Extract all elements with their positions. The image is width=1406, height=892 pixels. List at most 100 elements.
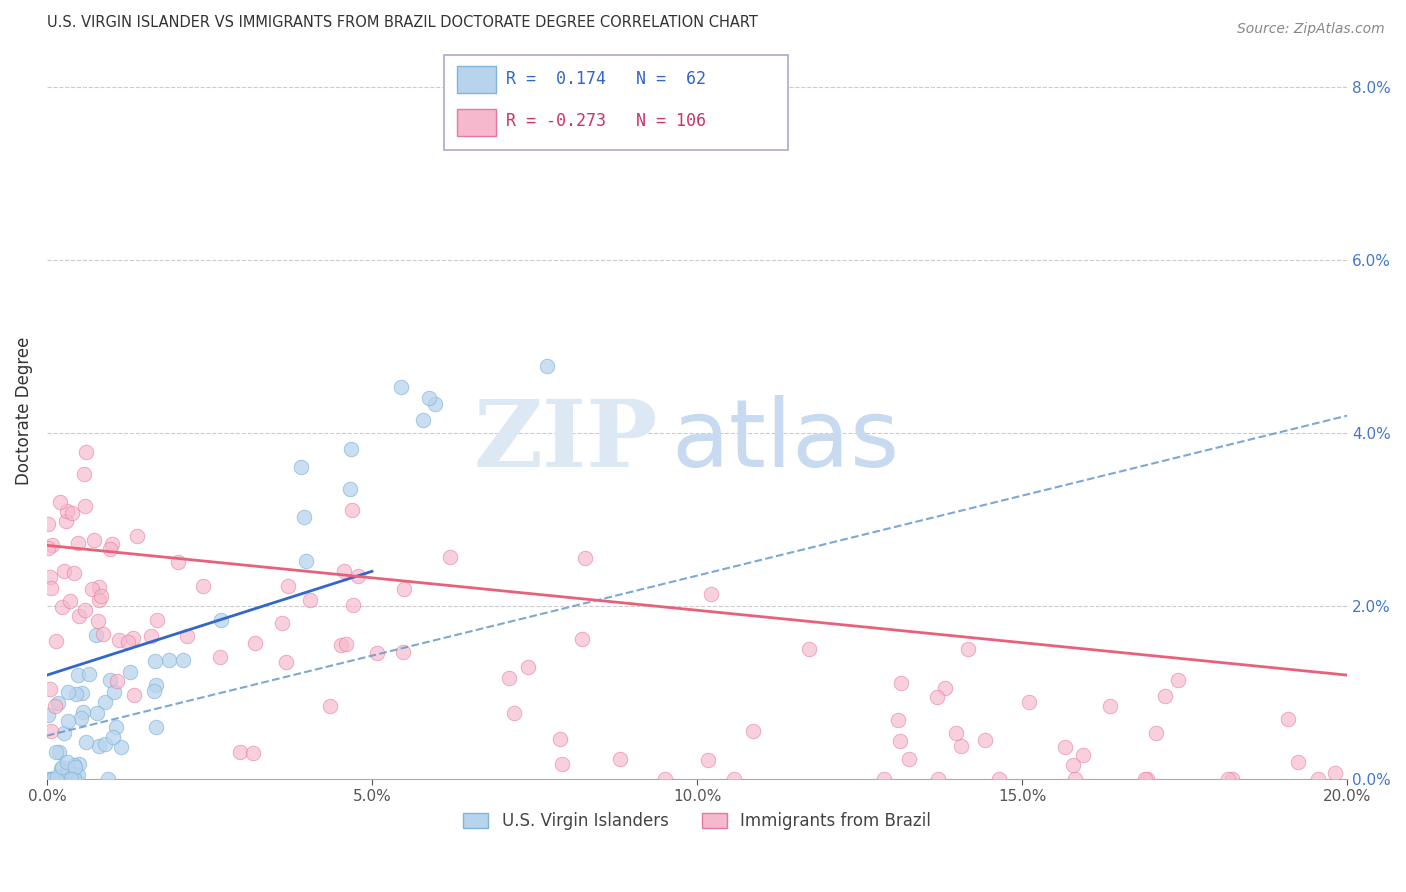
- Point: [39, 581, 62, 595]
- Point: [927, 772, 949, 786]
- Point: [67, 757, 90, 772]
- Point: [1018, 695, 1040, 709]
- Point: [145, 677, 167, 691]
- Point: [65, 687, 87, 701]
- Point: [39, 724, 62, 739]
- Point: [157, 653, 180, 667]
- Point: [62, 772, 84, 786]
- Point: [193, 579, 215, 593]
- Point: [58, 772, 80, 786]
- Text: R = -0.273   N = 106: R = -0.273 N = 106: [506, 112, 706, 130]
- Point: [39, 772, 62, 786]
- Point: [335, 637, 357, 651]
- Point: [67, 668, 90, 682]
- Point: [46, 696, 69, 710]
- Point: [56, 764, 79, 778]
- Point: [700, 587, 723, 601]
- Point: [91, 627, 114, 641]
- Point: [1071, 747, 1094, 762]
- Point: [55, 755, 77, 769]
- Point: [45, 634, 67, 648]
- Point: [292, 510, 315, 524]
- Point: [945, 726, 967, 740]
- Point: [392, 645, 415, 659]
- Point: [117, 635, 139, 649]
- Point: [172, 653, 194, 667]
- Point: [166, 555, 188, 569]
- Point: [63, 759, 86, 773]
- Text: ZIP: ZIP: [474, 396, 658, 486]
- Point: [1064, 772, 1087, 786]
- Point: [86, 706, 108, 720]
- Point: [242, 746, 264, 760]
- Point: [122, 632, 145, 646]
- Point: [143, 654, 166, 668]
- Point: [949, 739, 972, 753]
- Text: atlas: atlas: [671, 394, 900, 487]
- Point: [45, 746, 67, 760]
- Point: [799, 642, 821, 657]
- Point: [73, 467, 96, 482]
- Point: [1099, 698, 1122, 713]
- Point: [60, 507, 83, 521]
- Point: [890, 676, 912, 690]
- Point: [84, 628, 107, 642]
- Point: [142, 683, 165, 698]
- Point: [176, 629, 198, 643]
- Point: [974, 732, 997, 747]
- Point: [1220, 772, 1243, 786]
- Point: [503, 706, 526, 721]
- Point: [988, 772, 1011, 786]
- Point: [339, 442, 361, 457]
- Point: [89, 580, 111, 594]
- Point: [145, 720, 167, 734]
- Point: [56, 685, 79, 699]
- Point: [46, 770, 69, 784]
- FancyBboxPatch shape: [457, 67, 495, 93]
- Point: [41, 538, 63, 552]
- Point: [60, 772, 83, 786]
- Point: [51, 769, 73, 783]
- Point: [209, 613, 232, 627]
- Point: [1323, 765, 1346, 780]
- Point: [1286, 756, 1309, 770]
- Point: [389, 380, 412, 394]
- Point: [97, 772, 120, 786]
- Point: [332, 564, 354, 578]
- Point: [122, 689, 145, 703]
- Point: [536, 359, 558, 373]
- Point: [342, 598, 364, 612]
- Point: [103, 685, 125, 699]
- Point: [439, 549, 461, 564]
- Point: [48, 746, 70, 760]
- Point: [1062, 758, 1084, 772]
- Point: [69, 711, 91, 725]
- Point: [1167, 673, 1189, 688]
- Point: [1218, 772, 1240, 786]
- Point: [243, 635, 266, 649]
- Point: [295, 554, 318, 568]
- Point: [1136, 772, 1159, 786]
- Point: [574, 551, 596, 566]
- Point: [42, 772, 65, 786]
- Point: [1306, 772, 1329, 786]
- Point: [723, 772, 745, 786]
- Point: [39, 772, 62, 786]
- Point: [67, 608, 90, 623]
- Point: [55, 515, 77, 529]
- Text: Source: ZipAtlas.com: Source: ZipAtlas.com: [1237, 22, 1385, 37]
- Point: [63, 566, 86, 581]
- Point: [49, 495, 72, 509]
- Point: [654, 772, 676, 786]
- Point: [118, 665, 141, 679]
- Point: [87, 614, 110, 628]
- Point: [63, 757, 86, 772]
- Point: [51, 760, 73, 774]
- Point: [66, 768, 89, 782]
- Point: [1154, 689, 1177, 703]
- Point: [110, 740, 132, 755]
- Point: [340, 503, 363, 517]
- Point: [339, 482, 361, 496]
- Point: [551, 756, 574, 771]
- Point: [66, 535, 89, 549]
